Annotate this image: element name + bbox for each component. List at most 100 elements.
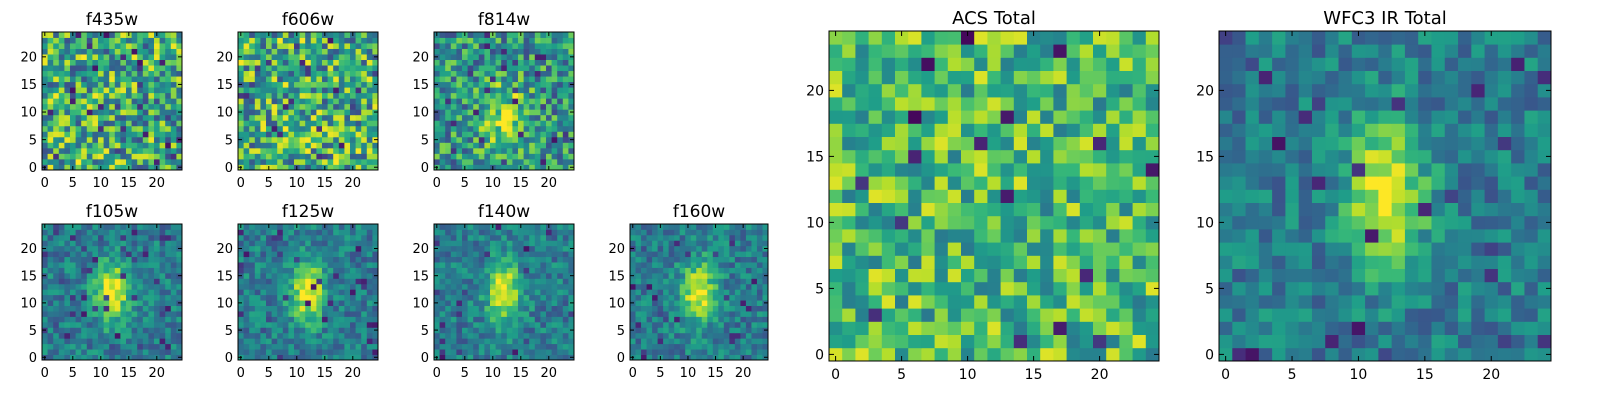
y-tick-label: 10 — [20, 106, 37, 121]
heatmap-cell — [266, 338, 272, 345]
heatmap-cell — [568, 98, 575, 105]
heatmap-cell — [762, 267, 769, 274]
heatmap-cell — [366, 37, 373, 44]
heatmap-cell — [557, 136, 564, 143]
heatmap-cell — [1119, 321, 1133, 335]
heatmap-cell — [974, 163, 988, 177]
heatmap-cell — [546, 87, 552, 94]
heatmap-cell — [372, 92, 379, 99]
heatmap-cell — [450, 224, 457, 230]
heatmap-cell — [723, 245, 730, 252]
heatmap-cell — [718, 300, 725, 306]
heatmap-cell — [734, 283, 741, 290]
heatmap-cell — [707, 332, 714, 339]
heatmap-cell — [282, 142, 289, 149]
heatmap-cell — [501, 316, 508, 323]
heatmap-cell — [333, 256, 340, 263]
heatmap-cell — [98, 251, 104, 258]
heatmap-cell — [120, 224, 127, 230]
heatmap-cell — [635, 349, 642, 355]
heatmap-cell — [266, 245, 272, 252]
heatmap-cell — [361, 294, 368, 301]
heatmap-cell — [696, 343, 703, 350]
heatmap-cell — [103, 103, 110, 110]
heatmap-cell — [495, 153, 502, 160]
heatmap-cell — [159, 256, 166, 263]
heatmap-cell — [148, 283, 155, 290]
heatmap-cell — [518, 131, 524, 138]
heatmap-cell — [260, 224, 267, 230]
heatmap-cell — [254, 131, 261, 138]
heatmap-cell — [630, 251, 636, 258]
heatmap-cell — [723, 251, 730, 258]
heatmap-cell — [534, 48, 541, 55]
heatmap-cell — [254, 338, 261, 345]
heatmap-cell — [266, 278, 272, 285]
heatmap-cell — [467, 283, 474, 290]
heatmap-cell — [42, 251, 48, 258]
heatmap-cell — [696, 289, 703, 296]
heatmap-cell — [450, 114, 457, 121]
heatmap-cell — [86, 343, 93, 350]
heatmap-cell — [148, 48, 155, 55]
heatmap-cell — [58, 234, 65, 241]
heatmap-cell — [690, 289, 697, 296]
heatmap-cell — [131, 289, 138, 296]
heatmap-cell — [751, 321, 758, 328]
heatmap-cell — [540, 332, 547, 339]
heatmap-cell — [557, 65, 564, 72]
heatmap-cell — [277, 272, 284, 279]
heatmap-cell — [148, 37, 155, 44]
heatmap-cell — [70, 59, 76, 66]
heatmap-cell — [473, 283, 480, 290]
heatmap-cell — [690, 224, 697, 230]
heatmap-cell — [473, 54, 480, 60]
heatmap-cell — [1066, 176, 1081, 190]
heatmap-cell — [1053, 321, 1067, 335]
heatmap-cell — [855, 189, 869, 203]
heatmap-cell — [529, 245, 536, 252]
heatmap-cell — [64, 294, 71, 301]
heatmap-cell — [478, 354, 485, 361]
heatmap-cell — [316, 43, 323, 49]
heatmap-cell — [679, 294, 686, 301]
heatmap-cell — [327, 245, 334, 252]
heatmap-cell — [282, 229, 289, 236]
heatmap-cell — [86, 109, 93, 116]
heatmap-cell — [551, 262, 558, 268]
heatmap-cell — [751, 262, 758, 268]
heatmap-cell — [701, 262, 708, 268]
heatmap-cell — [243, 158, 250, 165]
heatmap-cell — [734, 338, 741, 345]
heatmap-cell — [646, 316, 653, 323]
heatmap-cell — [523, 305, 530, 312]
heatmap-cell — [154, 131, 160, 138]
heatmap-cell — [908, 229, 922, 243]
heatmap-cell — [294, 131, 300, 138]
heatmap-cell — [751, 278, 758, 285]
heatmap-cell — [299, 234, 306, 241]
heatmap-cell — [467, 278, 474, 285]
heatmap-cell — [696, 327, 703, 334]
heatmap-cell — [529, 59, 536, 66]
heatmap-cell — [657, 305, 664, 312]
heatmap-cell — [646, 240, 653, 247]
heatmap-cell — [271, 289, 278, 296]
heatmap-cell — [42, 332, 48, 339]
heatmap-cell — [327, 349, 334, 355]
heatmap-cell — [478, 103, 485, 110]
heatmap-cell — [534, 234, 541, 241]
heatmap-cell — [450, 87, 457, 94]
heatmap-cell — [512, 92, 519, 99]
heatmap-cell — [81, 136, 88, 143]
heatmap-cell — [745, 305, 752, 312]
heatmap-cell — [707, 305, 714, 312]
heatmap-cell — [685, 332, 692, 339]
heatmap-cell — [277, 48, 284, 55]
heatmap-cell — [103, 59, 110, 66]
heatmap-cell — [1066, 163, 1081, 177]
heatmap-cell — [148, 338, 155, 345]
heatmap-cell — [663, 327, 670, 334]
heatmap-cell — [86, 289, 93, 296]
heatmap-cell — [484, 332, 491, 339]
